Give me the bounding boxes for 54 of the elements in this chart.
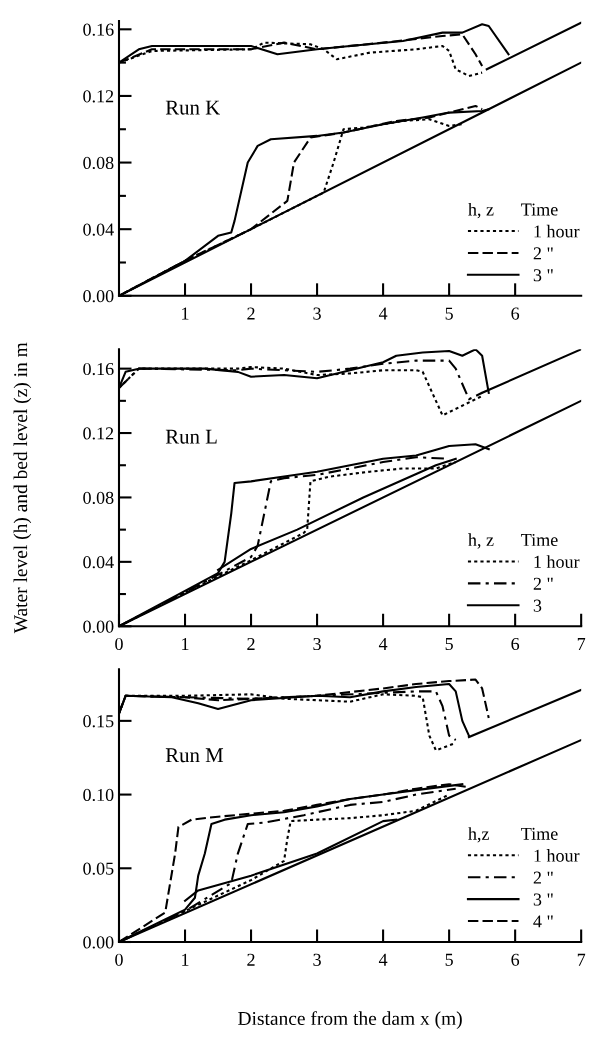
legend-label: 3 " (533, 269, 553, 282)
legend-label: 3 " (533, 893, 553, 906)
x-tick-label: 4 (378, 953, 388, 966)
x-tick-label: 4 (378, 638, 388, 650)
x-tick-label: 6 (511, 307, 520, 320)
y-tick-label: 0.00 (83, 620, 114, 633)
legend-label: 1 hour (534, 555, 580, 568)
legend-label: 1 hour (534, 849, 580, 862)
y-tick-label: 0.08 (83, 491, 114, 504)
legend-label: 3 (533, 599, 542, 612)
y-tick-label: 0.00 (83, 290, 114, 303)
x-tick-label: 4 (378, 307, 388, 320)
legend-title: h,z Time (468, 827, 558, 843)
x-tick-label: 3 (313, 953, 321, 966)
y-tick-label: 0.12 (83, 90, 114, 103)
x-tick-label: 2 (247, 953, 255, 966)
x-tick-label: 6 (511, 637, 520, 651)
y-tick-label: 0.05 (83, 862, 114, 875)
x-tick-label: 1 (182, 953, 189, 966)
y-tick-label: 0.04 (83, 223, 114, 236)
x-tick-label: 2 (247, 307, 255, 320)
x-tick-label: 7 (577, 953, 586, 966)
x-tick-label: 3 (313, 637, 321, 651)
legend-label: 2 " (533, 577, 553, 590)
x-tick-label: 5 (445, 953, 453, 966)
y-tick-label: 0.16 (83, 23, 114, 36)
y-tick-label: 0.10 (83, 788, 114, 802)
x-tick-label: 2 (247, 637, 255, 650)
legend-label: 2 " (533, 871, 553, 884)
x-tick-label: 1 (182, 637, 189, 650)
annotation: Run M (165, 748, 224, 763)
y-tick-label: 0.08 (83, 156, 114, 170)
legend-title: h, z Time (468, 202, 558, 219)
y-tick-label: 0.12 (83, 427, 114, 440)
y-tick-label: 0.00 (83, 936, 114, 949)
legend-label: 2 " (533, 247, 553, 260)
x-tick-label: 3 (313, 307, 321, 320)
x-tick-label: 5 (445, 307, 453, 320)
legend-title: h, z Time (468, 533, 558, 549)
x-tick-label: 6 (511, 953, 520, 966)
x-tick-label: 0 (115, 637, 123, 651)
x-tick-label: 5 (445, 638, 453, 651)
y-tick-label: 0.04 (83, 556, 114, 569)
x-tick-label: 1 (182, 307, 189, 320)
y-axis-title: Water level (h) and bed level (z) in m (13, 342, 32, 634)
x-tick-label: 7 (577, 638, 586, 650)
annotation: Run K (165, 100, 220, 115)
legend-label: 4 " (533, 915, 553, 928)
annotation: Run L (165, 429, 217, 444)
y-tick-label: 0.15 (83, 715, 114, 728)
legend-label: 1 hour (534, 224, 580, 238)
x-axis-title: Distance from the dam x (m) (238, 1011, 462, 1029)
x-tick-label: 0 (115, 953, 123, 966)
y-tick-label: 0.16 (83, 362, 114, 376)
